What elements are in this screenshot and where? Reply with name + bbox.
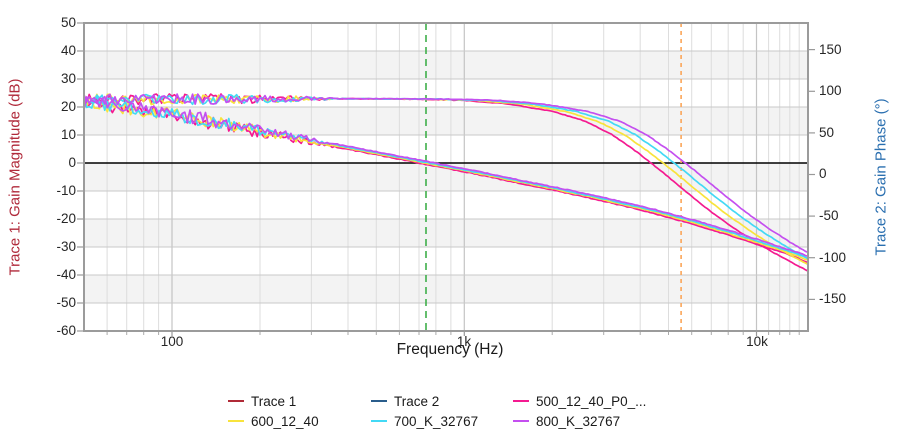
legend: Trace 1 Trace 2 500_12_40_P0_... 600_12_…: [228, 391, 743, 431]
legend-label: 800_K_32767: [536, 413, 621, 429]
yl-tick-0: 0: [68, 155, 76, 170]
yl-tick-10: 10: [60, 127, 76, 142]
trace2-swatch-icon: [371, 399, 387, 403]
yl-tick--50: -50: [56, 295, 76, 310]
legend-label: Trace 2: [394, 393, 440, 409]
yr-tick-150: 150: [819, 42, 842, 57]
legend-item-trace1[interactable]: Trace 1: [228, 391, 371, 411]
series-700-swatch-icon: [371, 419, 387, 423]
curve-800_K_32767-magnitude: [83, 95, 809, 258]
legend-label: 600_12_40: [251, 413, 319, 429]
yr-tick--150: -150: [819, 291, 847, 306]
yl-tick-40: 40: [60, 43, 76, 58]
yl-tick--60: -60: [56, 323, 76, 338]
yr-tick--50: -50: [819, 208, 839, 223]
series-500-swatch-icon: [513, 399, 529, 403]
curve-800_K_32767-phase: [83, 93, 809, 254]
x-tick-10k: 10k: [746, 334, 768, 349]
series-600-swatch-icon: [228, 419, 244, 423]
legend-label: Trace 1: [251, 393, 297, 409]
legend-item-500-12-40-p0[interactable]: 500_12_40_P0_...: [513, 391, 743, 411]
legend-item-700-k-32767[interactable]: 700_K_32767: [371, 411, 513, 431]
legend-label: 700_K_32767: [394, 413, 479, 429]
curve-600_12_40-magnitude: [83, 96, 809, 261]
left-axis-title: Trace 1: Gain Magnitude (dB): [6, 78, 24, 276]
right-axis-title: Trace 2: Gain Phase (°): [872, 98, 890, 256]
series-800-swatch-icon: [513, 419, 529, 423]
legend-item-800-k-32767[interactable]: 800_K_32767: [513, 411, 743, 431]
yl-tick-50: 50: [60, 15, 76, 30]
yl-tick--30: -30: [56, 239, 76, 254]
plot-band: [84, 275, 808, 303]
yl-tick--40: -40: [56, 267, 76, 282]
yr-tick-50: 50: [819, 125, 835, 140]
yl-tick--10: -10: [56, 183, 76, 198]
legend-item-trace2[interactable]: Trace 2: [371, 391, 513, 411]
yl-tick--20: -20: [56, 211, 76, 226]
x-axis-title: Frequency (Hz): [396, 341, 504, 358]
plot-border: [83, 22, 809, 332]
curve-700_K_32767-magnitude: [83, 95, 809, 260]
plot-band: [84, 219, 808, 247]
yr-tick-0: 0: [819, 166, 827, 181]
x-tick-1k: 1k: [456, 334, 472, 349]
yr-tick-100: 100: [819, 83, 842, 98]
yl-tick-30: 30: [60, 71, 76, 86]
trace1-swatch-icon: [228, 399, 244, 403]
yl-tick-20: 20: [60, 99, 76, 114]
legend-item-600-12-40[interactable]: 600_12_40: [228, 411, 371, 431]
x-tick-100: 100: [160, 334, 184, 349]
legend-label: 500_12_40_P0_...: [536, 393, 647, 409]
yr-tick--100: -100: [819, 250, 847, 265]
plot-band: [84, 51, 808, 79]
